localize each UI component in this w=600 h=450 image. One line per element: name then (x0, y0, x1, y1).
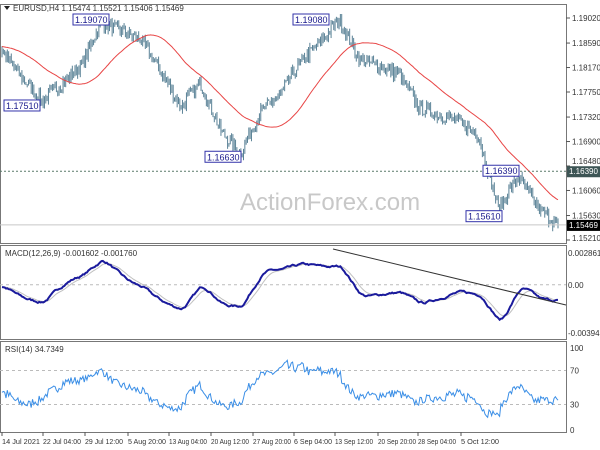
price-annotation: 1.16390 (485, 166, 518, 176)
current-price-label: 1.15469 (569, 221, 598, 230)
macd-series (0, 248, 567, 322)
y-tick-label: 1.15210 (572, 234, 600, 243)
price-annotation-box (3, 99, 41, 112)
macd-tick-label: 0.00 (568, 281, 584, 290)
price-annotation-box (204, 150, 242, 163)
macd-title: MACD(12,26,9) -0.001602 -0.001760 (5, 249, 138, 258)
rsi-title: RSI(14) 34.7349 (5, 345, 64, 354)
price-annotation-box (72, 13, 110, 26)
price-annotation: 1.17510 (6, 101, 39, 111)
x-tick-label: 6 Sep 04:00 (294, 437, 332, 446)
price-annotation-box (292, 13, 330, 26)
x-tick-label: 14 Jul 2021 (2, 437, 40, 446)
rsi-tick-label: 70 (570, 367, 579, 376)
rsi-tick-label: 0 (570, 426, 575, 435)
x-tick-label: 27 Aug 20:00 (253, 437, 291, 446)
x-tick-label: 13 Aug 04:00 (169, 437, 207, 446)
rsi-tick-label: 100 (570, 344, 584, 353)
y-tick-label: 1.16900 (572, 138, 600, 147)
x-tick-label: 29 Jul 12:00 (85, 437, 123, 446)
price-series: 1.19070 1.19080 1.17510 1.16630 1.16390 1.156… (0, 13, 566, 232)
price-title: EURUSD,H4 1.15474 1.15521 1.15406 1.1546… (13, 4, 184, 13)
rsi-line (1, 359, 559, 419)
x-tick-label: 20 Sep 20:00 (378, 437, 416, 446)
x-tick-label: 28 Sep 04:00 (418, 437, 456, 446)
macd-signal-line (1, 263, 559, 317)
price-annotation-box (482, 164, 520, 177)
macd-panel-frame (0, 245, 567, 340)
rsi-tick-label: 30 (570, 401, 579, 410)
macd-tick-label: -0.00394 (568, 329, 600, 338)
x-tick-label: 20 Aug 12:00 (211, 437, 249, 446)
y-tick-label: 1.19020 (572, 14, 600, 23)
watermark: ActionForex.com (240, 189, 420, 216)
price-annotation: 1.15610 (468, 212, 501, 222)
y-tick-label: 1.17750 (572, 88, 600, 97)
price-annotation: 1.16630 (207, 152, 240, 162)
collapse-triangle-icon[interactable] (4, 6, 10, 10)
rsi-series (0, 359, 566, 419)
y-tick-label: 1.16060 (572, 186, 600, 195)
rsi-panel-frame (0, 341, 567, 433)
macd-tick-label: 0.002861 (568, 249, 600, 258)
axes: 1.19020 1.18590 1.18170 1.17750 1.17320 1.169… (1, 14, 600, 446)
level-price-label: 1.16390 (569, 167, 598, 176)
y-tick-label: 1.16480 (572, 157, 600, 166)
x-tick-label: 5 Oct 12:00 (461, 437, 499, 446)
x-tick-label: 13 Sep 12:00 (335, 437, 373, 446)
y-tick-label: 1.18590 (572, 39, 600, 48)
price-panel-frame (0, 4, 567, 244)
current-price-tag (567, 219, 600, 231)
y-tick-label: 1.18170 (572, 64, 600, 73)
x-tick-label: 5 Aug 20:00 (128, 437, 166, 446)
macd-line (1, 259, 559, 322)
price-annotation: 1.19080 (295, 15, 328, 25)
y-tick-label: 1.15630 (572, 212, 600, 221)
y-tick-label: 1.17320 (572, 113, 600, 122)
price-annotation: 1.19070 (75, 15, 108, 25)
macd-trendline (332, 248, 567, 306)
moving-average-line (1, 34, 559, 201)
level-price-tag (567, 166, 600, 178)
x-tick-label: 22 Jul 04:00 (43, 437, 81, 446)
price-annotation-box (465, 210, 503, 223)
